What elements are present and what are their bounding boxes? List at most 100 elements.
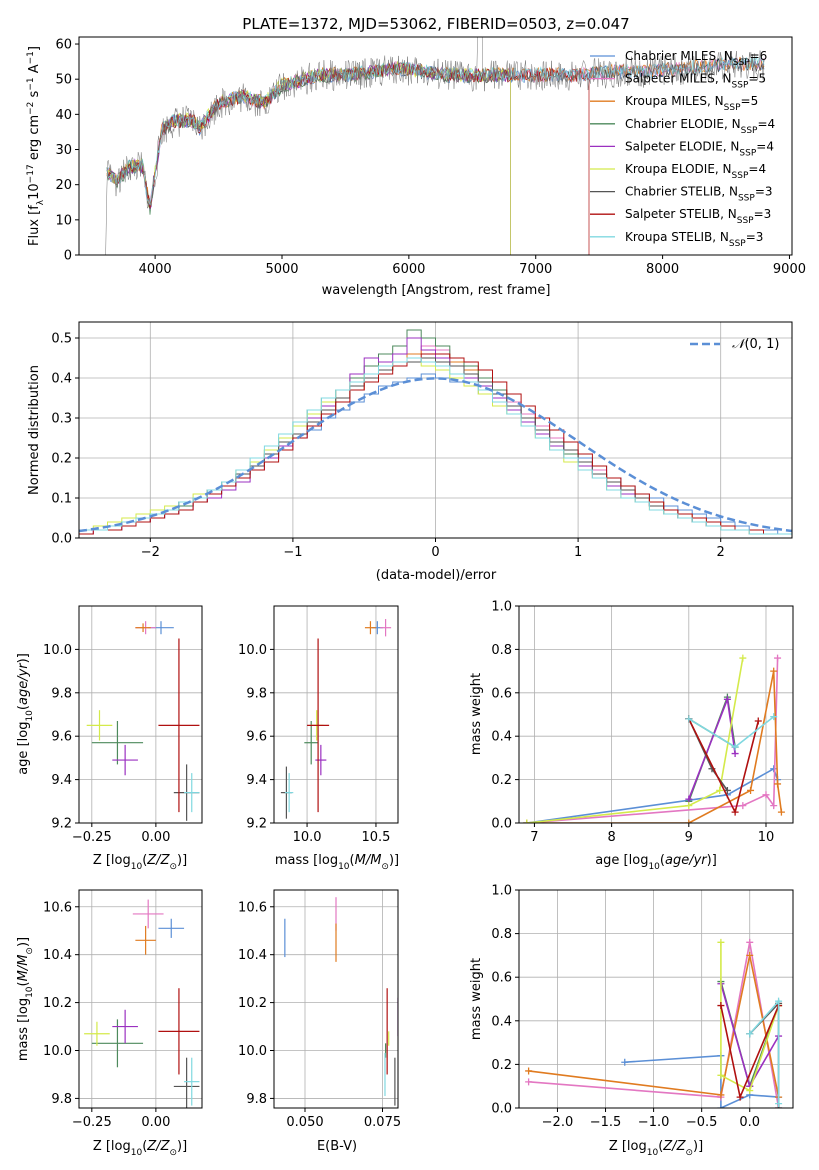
age-Z-ylabel: age [log10(age/yr)] xyxy=(16,653,35,775)
mw-age-xlabel: age [log10(age/yr)] xyxy=(595,853,717,872)
legend-label: Kroupa STELIB, NSSP=3 xyxy=(625,230,763,249)
panel-age_vs_Z: −0.25 0.00 9.2 9.4 9.6 9.8 10.0 xyxy=(43,605,203,845)
mass-EBV-xlabel: E(B-V) xyxy=(317,1139,357,1154)
x-tick-label: 10 xyxy=(758,830,775,845)
plot-area-mass_weight_vs_age xyxy=(519,606,793,823)
y-tick-label: 0.8 xyxy=(491,927,512,942)
x-tick-label: −0.25 xyxy=(72,830,112,845)
x-tick-label: 0.00 xyxy=(141,830,170,845)
y-tick-label: 0.0 xyxy=(491,1102,512,1117)
mass-weight-marker xyxy=(717,1104,725,1108)
mass-weight-marker xyxy=(685,802,693,810)
x-tick-label: −1 xyxy=(283,545,302,560)
y-tick-label: 10.4 xyxy=(43,948,72,963)
mw-Z-ylabel: mass weight xyxy=(469,958,484,1040)
y-tick-label: 20 xyxy=(55,178,72,193)
x-tick-label: 0.00 xyxy=(141,1115,170,1130)
y-tick-label: 9.8 xyxy=(246,1092,267,1107)
panel-residual_histogram: −2 −1 0 1 2 0.0 0.1 0.2 0.3 0.4 0.5 xyxy=(51,321,793,560)
mass-weight-marker xyxy=(747,786,755,794)
mass-weight-marker xyxy=(523,819,531,823)
axes-frame xyxy=(78,36,793,256)
y-tick-label: 0 xyxy=(64,249,72,264)
x-tick-label: 6000 xyxy=(392,262,425,277)
mass-weight-marker xyxy=(525,1078,533,1086)
mass-weight-marker xyxy=(621,1058,629,1066)
x-tick-label: 9000 xyxy=(773,262,806,277)
plot-area-age_vs_mass xyxy=(274,606,398,823)
panel-mass_weight_vs_Z: −2.0 −1.5 −1.0 −0.5 0.0 0.0 0.2 0.4 0.6 0.8 1.0 xyxy=(491,884,794,1130)
mass-weight-marker xyxy=(717,1091,725,1099)
mw-Z-xlabel: Z [log10(Z/Z⊙)] xyxy=(609,1139,703,1158)
plot-area-mass_weight_vs_Z xyxy=(519,890,793,1108)
axes-frame xyxy=(518,889,794,1109)
panel-mass_weight_vs_age: 7 8 9 10 0.0 0.2 0.4 0.6 0.8 1.0 xyxy=(491,600,794,845)
mass-weight-marker xyxy=(685,795,693,803)
x-tick-label: 7 xyxy=(530,830,538,845)
y-tick-label: 10 xyxy=(55,213,72,228)
mass-weight-line xyxy=(624,1054,779,1108)
y-tick-label: 0.5 xyxy=(51,332,72,347)
panel-age_vs_mass: 10.0 10.5 9.2 9.4 9.6 9.8 10.0 xyxy=(238,605,399,845)
mass-weight-marker xyxy=(717,1071,725,1079)
panel-spectrum: 4000 5000 6000 7000 8000 9000 0 10 20 30 40 50 60 xyxy=(55,36,806,277)
y-tick-label: 0.3 xyxy=(51,412,72,427)
mass-weight-line xyxy=(528,955,780,1098)
mass-weight-line xyxy=(526,767,779,823)
axes-frame xyxy=(273,605,399,824)
x-tick-label: 2 xyxy=(717,545,725,560)
mass-Z-xlabel: Z [log10(Z/Z⊙)] xyxy=(93,1139,187,1158)
mass-weight-marker xyxy=(746,1087,754,1095)
x-tick-label: 0.075 xyxy=(364,1115,401,1130)
mass-weight-marker xyxy=(754,717,762,725)
mass-weight-marker xyxy=(739,654,747,662)
y-tick-label: 1.0 xyxy=(491,884,512,899)
x-tick-label: 4000 xyxy=(139,262,172,277)
y-tick-label: 10.2 xyxy=(43,996,72,1011)
y-tick-label: 9.2 xyxy=(246,817,267,832)
y-tick-label: 0.8 xyxy=(491,643,512,658)
axes-frame xyxy=(78,605,203,824)
x-tick-label: 0 xyxy=(431,545,439,560)
y-tick-label: 0.2 xyxy=(491,1058,512,1073)
x-tick-label: 10.5 xyxy=(361,830,390,845)
y-tick-label: 0.0 xyxy=(51,532,72,547)
mass-weight-marker xyxy=(739,802,747,810)
mass-weight-marker xyxy=(717,938,725,946)
y-tick-label: 9.6 xyxy=(51,730,72,745)
y-tick-label: 0.4 xyxy=(491,730,512,745)
y-tick-label: 10.6 xyxy=(238,900,267,915)
histogram-legend: 𝒩(0, 1) xyxy=(690,337,779,352)
mass-weight-marker xyxy=(774,654,782,662)
x-tick-label: −2 xyxy=(141,545,160,560)
mass-weight-marker xyxy=(736,1093,744,1101)
axes-frame xyxy=(273,889,399,1109)
plot-area-age_vs_Z xyxy=(79,606,202,823)
histogram-series xyxy=(79,353,792,538)
x-tick-label: −2.0 xyxy=(542,1115,574,1130)
x-tick-label: 8000 xyxy=(646,262,679,277)
legend-label: Kroupa MILES, NSSP=5 xyxy=(625,94,758,113)
mass-weight-marker xyxy=(746,951,754,959)
y-tick-label: 9.8 xyxy=(51,686,72,701)
mass-weight-line xyxy=(526,657,744,823)
y-tick-label: 9.2 xyxy=(51,817,72,832)
mw-age-ylabel: mass weight xyxy=(469,673,484,755)
legend-label: Salpeter MILES, NSSP=5 xyxy=(625,72,766,91)
axes-frame xyxy=(78,889,203,1109)
mass-weight-marker xyxy=(746,938,754,946)
x-tick-label: 1 xyxy=(574,545,582,560)
mass-Z-ylabel: mass [log10(M/M⊙)] xyxy=(16,937,35,1061)
y-tick-label: 40 xyxy=(55,108,72,123)
y-tick-label: 10.0 xyxy=(238,1044,267,1059)
mass-weight-marker xyxy=(777,808,785,816)
spectrum-ylabel: Flux [fλ10−17 erg cm−2 s−1 A−1] xyxy=(26,46,46,246)
legend-label: Chabrier MILES, NSSP=6 xyxy=(625,49,767,68)
legend-label: Salpeter ELODIE, NSSP=4 xyxy=(625,139,774,158)
y-tick-label: 0.4 xyxy=(51,372,72,387)
axes-frame xyxy=(518,605,794,824)
legend-label: 𝒩(0, 1) xyxy=(732,337,779,352)
y-tick-label: 30 xyxy=(55,143,72,158)
